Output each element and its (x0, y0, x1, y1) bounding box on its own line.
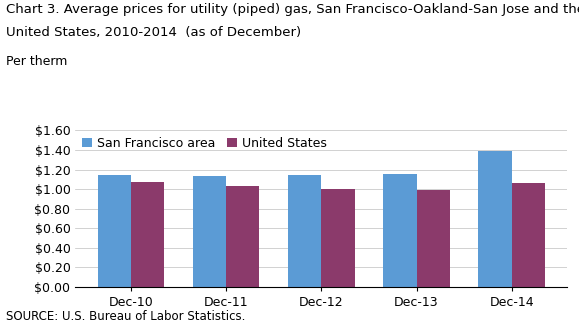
Bar (226, 186, 259, 287)
Bar (383, 174, 416, 287)
Bar (193, 176, 226, 287)
Text: Chart 3. Average prices for utility (piped) gas, San Francisco-Oakland-San Jose : Chart 3. Average prices for utility (pip… (6, 3, 579, 16)
Bar (288, 175, 321, 287)
Text: Per therm: Per therm (6, 55, 67, 68)
Text: United States, 2010-2014  (as of December): United States, 2010-2014 (as of December… (6, 26, 301, 39)
Bar (131, 182, 164, 287)
Bar (512, 183, 545, 287)
Bar (478, 151, 512, 287)
Bar (98, 175, 131, 287)
Bar (321, 189, 355, 287)
Text: SOURCE: U.S. Bureau of Labor Statistics.: SOURCE: U.S. Bureau of Labor Statistics. (6, 310, 245, 323)
Legend: San Francisco area, United States: San Francisco area, United States (82, 137, 327, 150)
Bar (416, 190, 450, 287)
